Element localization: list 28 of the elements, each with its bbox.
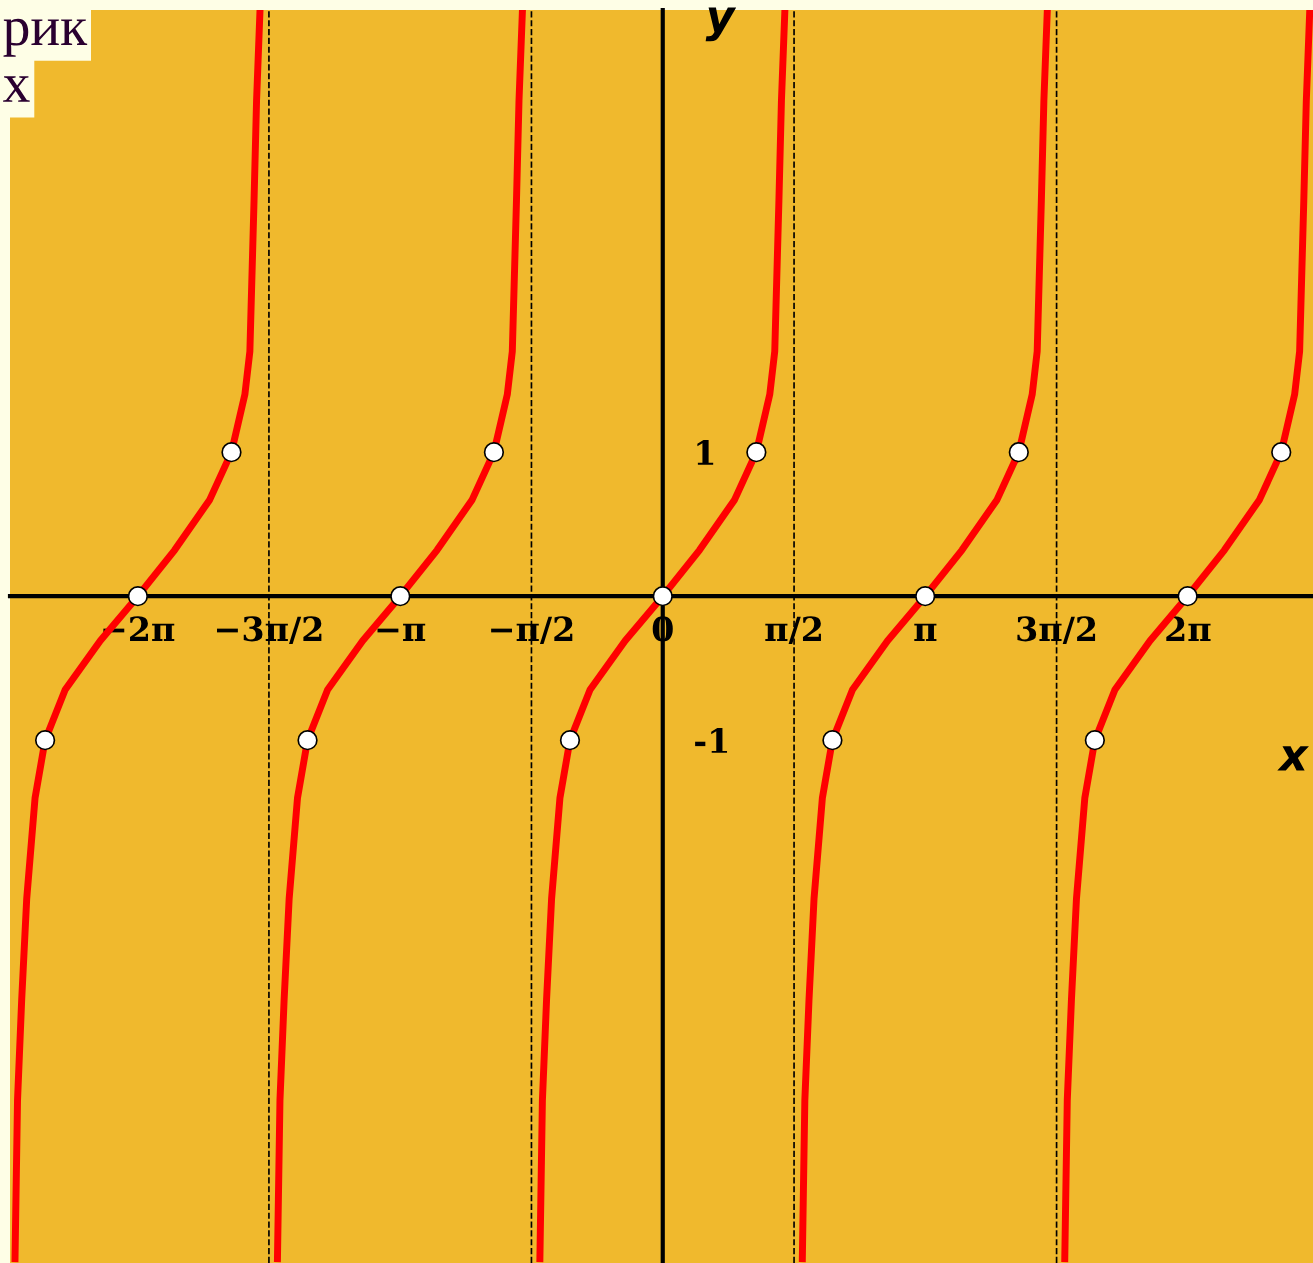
annotation: рик [3,18,88,57]
point [483,441,505,463]
point [34,730,56,751]
point [1271,441,1292,463]
y-tick-label: -1 [695,728,728,753]
x-tick-label: −3π/2 [217,616,322,645]
x-tick-label: −π/2 [491,616,573,645]
point [221,441,242,463]
point [1084,730,1106,751]
point [822,730,843,751]
point [559,730,581,751]
point [746,441,767,463]
point [652,586,673,607]
point [915,586,936,607]
y-tick-label: 1 [697,440,714,465]
x-tick-label: π/2 [765,616,821,645]
x-tick-label: 3π/2 [1017,616,1096,645]
y-axis-title: y [705,7,737,42]
point [390,586,411,607]
x-axis-title: x [1277,746,1309,771]
x-tick-label: −π [377,623,426,641]
x-tick-label: 2π [1166,616,1211,641]
point [1177,586,1198,607]
point [1008,441,1029,463]
point [127,586,149,607]
x-tick-label: π [914,623,937,641]
annotation: х [3,76,30,102]
point [297,730,318,751]
